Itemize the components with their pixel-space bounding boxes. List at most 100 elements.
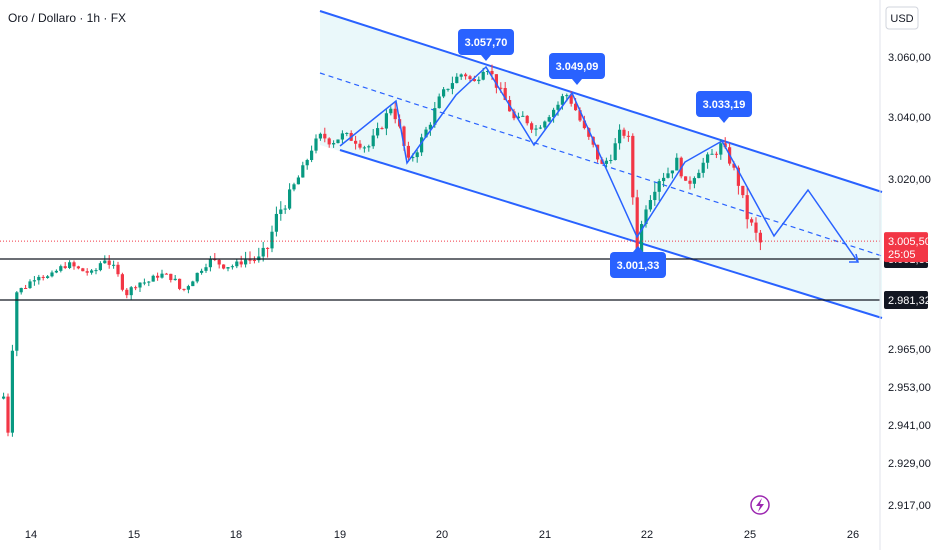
price-callout	[458, 29, 514, 55]
candle-body	[706, 154, 710, 163]
candle-body	[741, 185, 745, 196]
candle-body	[279, 209, 283, 214]
candle-body	[745, 195, 749, 220]
candle-body	[160, 273, 164, 278]
candle-body	[94, 270, 98, 272]
y-tick-label: 2.965,00	[888, 344, 931, 356]
currency-button[interactable]	[885, 6, 919, 30]
candle-body	[644, 209, 648, 225]
forecast-arrowhead	[849, 253, 859, 263]
candle-body	[604, 160, 608, 164]
candle-body	[151, 275, 155, 282]
callout-pointer	[633, 246, 643, 252]
candle-body	[653, 191, 657, 201]
candle-body	[389, 108, 393, 114]
candle-body	[336, 139, 340, 144]
candle-body	[248, 259, 252, 261]
y-tick-label: 3.020,00	[888, 174, 931, 186]
candle-body	[169, 273, 173, 281]
candle-body	[54, 270, 58, 273]
candle-body	[142, 282, 146, 284]
candle-body	[468, 76, 472, 80]
candle-body	[345, 132, 349, 134]
candle-body	[32, 280, 36, 282]
candle-body	[578, 110, 582, 121]
candle-body	[701, 162, 705, 173]
candle-body	[556, 104, 560, 110]
candle-body	[622, 129, 626, 136]
candle-body	[340, 133, 344, 140]
currency-label: USD	[890, 13, 913, 25]
candle-body	[310, 150, 314, 161]
x-tick-label: 20	[436, 529, 448, 541]
price-callout-label: 3.057,70	[465, 37, 508, 49]
candle-body	[120, 274, 124, 290]
candle-body	[499, 87, 503, 89]
candle-body	[178, 278, 182, 289]
candle-body	[230, 266, 234, 268]
candle-body	[402, 126, 406, 146]
candle-body	[662, 177, 666, 182]
candle-body	[270, 231, 274, 249]
candle-body	[164, 273, 168, 275]
candle-body	[195, 272, 199, 282]
candle-body	[15, 292, 19, 351]
candle-body	[697, 172, 701, 179]
candle-body	[371, 135, 375, 147]
candle-body	[411, 157, 415, 159]
candle-body	[204, 267, 208, 271]
candle-body	[24, 287, 28, 289]
candle-body	[512, 111, 516, 119]
candle-body	[538, 127, 542, 129]
candle-body	[415, 152, 419, 158]
x-tick-label: 15	[128, 529, 140, 541]
candle-body	[406, 145, 410, 158]
candle-body	[486, 70, 490, 72]
candle-body	[736, 167, 740, 186]
candle-body	[125, 289, 129, 296]
y-tick-label: 2.941,00	[888, 420, 931, 432]
candle-body	[323, 133, 327, 139]
candle-body	[72, 262, 76, 267]
price-callout-label: 3.001,33	[617, 260, 660, 272]
candle-body	[292, 184, 296, 190]
chart-title: Oro / Dollaro · 1h · FX	[8, 11, 126, 25]
candle-body	[552, 109, 556, 118]
candle-body	[547, 117, 551, 122]
candle-body	[692, 178, 696, 184]
candle-body	[76, 266, 80, 269]
candle-body	[525, 115, 529, 124]
candle-body	[200, 270, 204, 273]
candle-body	[477, 79, 481, 82]
last-price-label: 3.005,50	[888, 236, 931, 248]
candle-body	[103, 260, 107, 264]
candle-body	[648, 200, 652, 210]
candle-body	[222, 264, 226, 269]
candle-body	[723, 143, 727, 148]
candle-body	[301, 165, 305, 178]
channel-upper-line	[319, 10, 883, 193]
candle-body	[147, 281, 151, 283]
candle-body	[530, 123, 534, 130]
candle-body	[138, 282, 142, 288]
candle-body	[428, 124, 432, 130]
x-tick-label: 22	[641, 529, 653, 541]
candle-body	[758, 232, 762, 243]
candle-body	[305, 160, 309, 166]
lightning-icon[interactable]	[750, 495, 770, 515]
candle-body	[332, 143, 336, 145]
candle-body	[666, 173, 670, 178]
candle-body	[490, 70, 494, 75]
candle-body	[732, 163, 736, 168]
candle-body	[186, 286, 190, 290]
candle-body	[261, 247, 265, 257]
candle-body	[226, 267, 230, 269]
candle-body	[239, 261, 243, 265]
callout-pointer	[719, 117, 729, 123]
candle-body	[217, 259, 221, 265]
candle-body	[129, 287, 133, 296]
candle-body	[6, 396, 10, 433]
candle-body	[626, 135, 630, 137]
candle-body	[191, 281, 195, 287]
